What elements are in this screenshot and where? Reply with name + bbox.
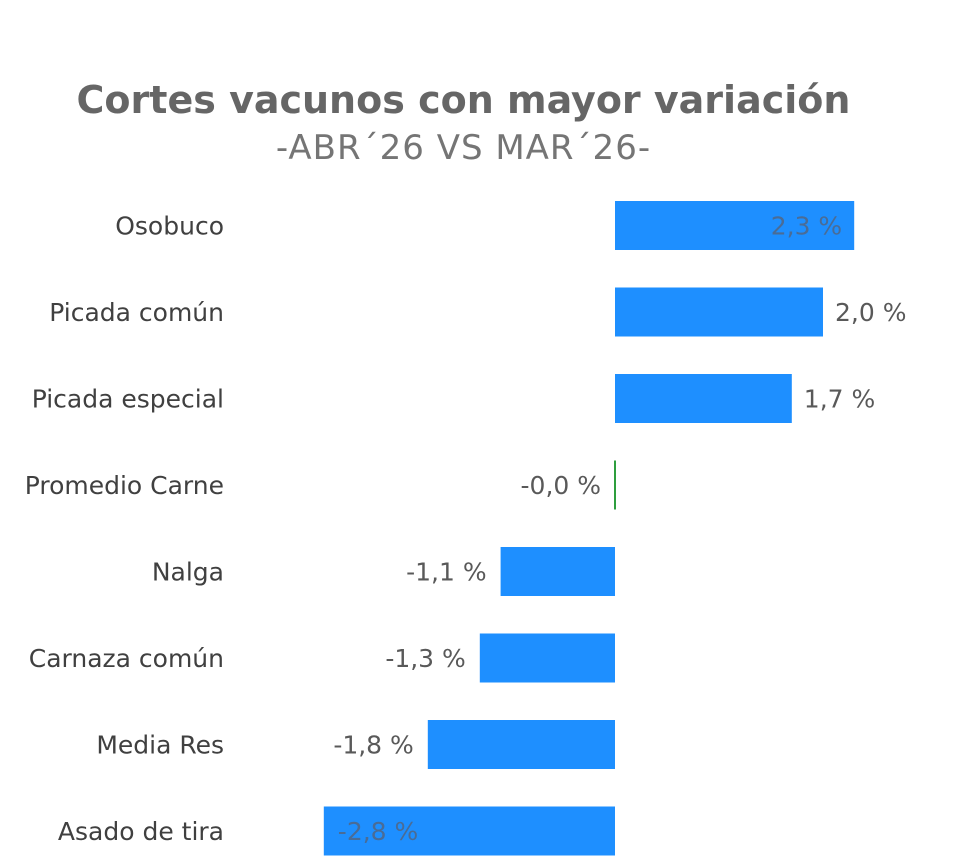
data-label: -0,0 % (521, 471, 601, 500)
bar (615, 374, 792, 423)
category-label: Picada especial (32, 385, 224, 414)
category-label: Nalga (152, 558, 224, 587)
bar (615, 201, 855, 250)
chart-title: Cortes vacunos con mayor variación (76, 78, 851, 122)
data-label: 2,3 % (771, 212, 842, 241)
data-label: -1,1 % (406, 558, 486, 587)
bar (615, 287, 823, 337)
chart-subtitle: -ABR´26 VS MAR´26- (275, 128, 652, 168)
bar (614, 460, 616, 510)
data-label: 1,7 % (804, 385, 875, 414)
category-label: Picada común (49, 298, 224, 327)
bar (323, 806, 615, 856)
data-label: -2,8 % (338, 817, 418, 846)
category-label: Promedio Carne (25, 471, 224, 500)
category-label: Asado de tira (58, 817, 224, 846)
category-label: Carnaza común (29, 644, 224, 673)
bar (500, 547, 615, 596)
bar (479, 633, 615, 683)
category-label: Osobuco (115, 212, 224, 241)
bar (427, 720, 615, 769)
data-label: -1,3 % (385, 644, 465, 673)
data-label: -1,8 % (333, 731, 413, 760)
data-label: 2,0 % (835, 298, 906, 327)
category-label: Media Res (96, 731, 224, 760)
